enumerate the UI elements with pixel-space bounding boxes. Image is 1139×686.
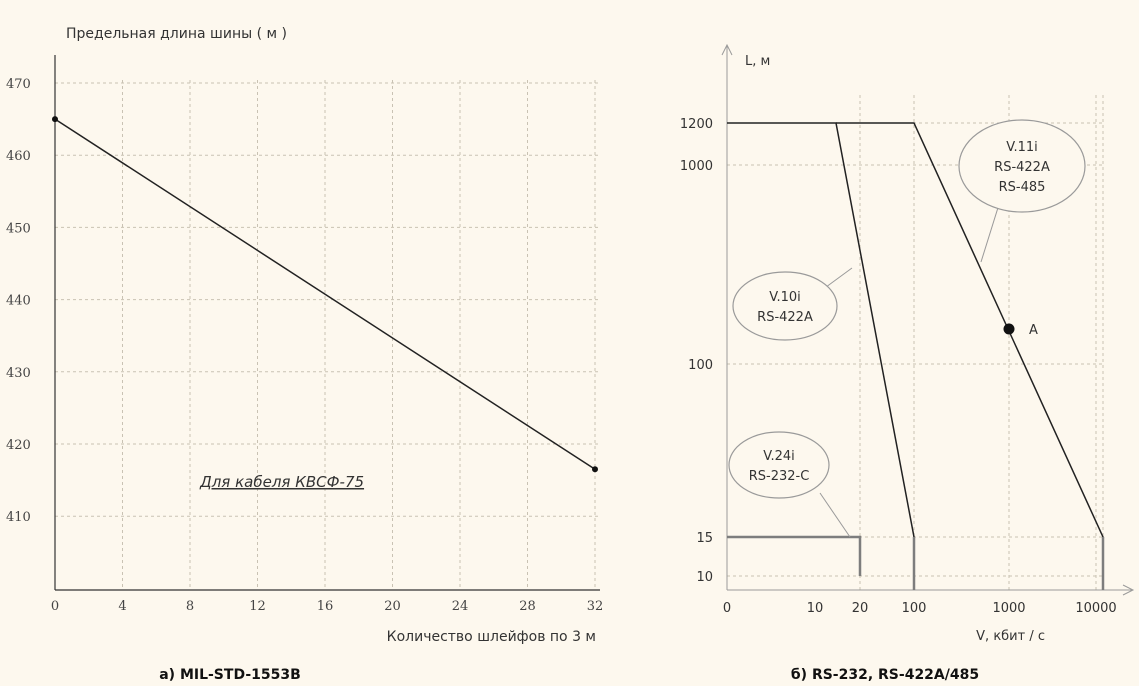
left-y-tick-labels: 470 460 450 440 430 420 410	[6, 77, 31, 525]
callout-label: V.24i	[763, 449, 795, 464]
right-x-tick-labels: 0 10 20 100 1000 10000	[723, 601, 1117, 616]
right-y-tick-label: 10	[696, 570, 713, 585]
right-y-tick-label: 100	[688, 358, 713, 373]
right-x-tick-label: 10	[807, 601, 824, 616]
right-y-tick-label: 1000	[680, 159, 713, 174]
left-chart: 470 460 450 440 430 420 410 0 4 8 12 16 20 24 28 32 Пр…	[6, 26, 603, 683]
left-x-tick-label: 32	[587, 599, 604, 614]
right-y-axis-title: L, м	[745, 54, 770, 69]
left-y-tick-label: 410	[6, 510, 31, 525]
right-x-axis-title: V, кбит / с	[976, 629, 1045, 644]
left-grid	[55, 80, 600, 590]
left-y-tick-label: 470	[6, 77, 31, 92]
right-x-tick-label: 20	[852, 601, 869, 616]
left-x-tick-label: 24	[452, 599, 469, 614]
left-axes	[54, 55, 600, 591]
callout-leader-line	[819, 492, 851, 538]
left-caption: а) MIL-STD-1553B	[159, 667, 301, 683]
callout-ellipse	[728, 431, 830, 499]
left-data-point	[52, 116, 58, 123]
left-data-point	[592, 466, 598, 473]
left-x-tick-label: 4	[118, 599, 126, 614]
right-y-tick-label: 1200	[680, 117, 713, 132]
left-y-tick-label: 430	[6, 366, 31, 381]
right-caption: б) RS-232, RS-422A/485	[791, 667, 979, 683]
point-a-label: A	[1029, 323, 1038, 338]
right-x-tick-label: 10000	[1075, 601, 1116, 616]
left-x-axis-title: Количество шлейфов по 3 м	[387, 629, 596, 645]
callout-label: RS-422A	[994, 160, 1050, 175]
cable-annotation: Для кабеля КВСФ-75	[199, 473, 364, 491]
right-y-tick-label: 15	[696, 531, 713, 546]
right-x-tick-label: 1000	[992, 601, 1025, 616]
right-series-line-2	[727, 122, 915, 576]
left-y-axis-title: Предельная длина шины ( м )	[66, 26, 287, 42]
right-axes	[721, 43, 1135, 596]
left-y-tick-label: 450	[6, 221, 31, 236]
right-y-tick-labels: 1200 1000 100 15 10	[680, 117, 713, 585]
left-x-tick-label: 20	[384, 599, 401, 614]
right-x-tick-label: 100	[902, 601, 927, 616]
left-x-tick-label: 0	[51, 599, 59, 614]
left-series	[52, 116, 598, 473]
left-x-tick-label: 8	[186, 599, 194, 614]
right-chart: 1200 1000 100 15 10 0 10 20 100 1000 10000 A V.11…	[680, 43, 1135, 683]
callout-label: RS-232-C	[749, 469, 810, 484]
left-y-tick-label: 420	[6, 438, 31, 453]
left-y-tick-label: 460	[6, 149, 31, 164]
callout-ellipse	[958, 119, 1086, 213]
left-x-tick-label: 16	[317, 599, 334, 614]
right-callouts: V.11i RS-422A RS-485 V.10i RS-422A V.24i RS-23…	[728, 119, 1086, 538]
right-y-axis-arrow	[721, 43, 733, 56]
left-y-tick-label: 440	[6, 294, 31, 309]
callout-label: V.11i	[1006, 140, 1038, 155]
callout-label: RS-485	[999, 180, 1046, 195]
left-series-line	[54, 118, 596, 470]
right-series: A	[727, 122, 1105, 590]
left-x-tick-label: 12	[249, 599, 266, 614]
left-x-tick-labels: 0 4 8 12 16 20 24 28 32	[51, 599, 603, 614]
callout-label: V.10i	[769, 290, 801, 305]
right-series-line-1	[727, 535, 862, 576]
right-x-tick-label: 0	[723, 601, 731, 616]
left-x-tick-label: 28	[519, 599, 536, 614]
callout-label: RS-422A	[757, 310, 813, 325]
callout-ellipse	[732, 271, 838, 341]
right-x-axis-arrow	[1122, 584, 1135, 596]
point-a-marker	[1003, 323, 1015, 335]
